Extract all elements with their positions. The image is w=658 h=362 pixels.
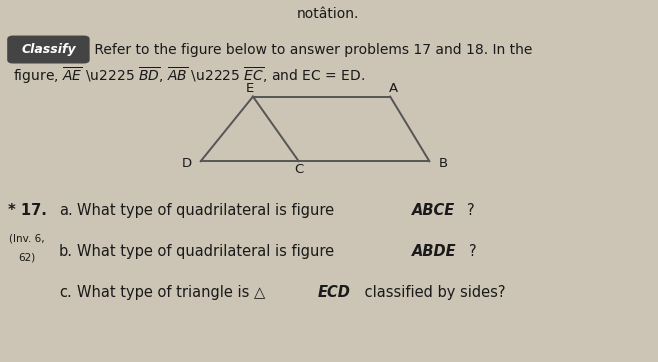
Text: B: B — [439, 156, 448, 169]
Text: 62): 62) — [18, 253, 36, 263]
FancyBboxPatch shape — [8, 36, 89, 63]
Text: ABDE: ABDE — [412, 244, 457, 259]
Text: What type of triangle is △: What type of triangle is △ — [76, 285, 265, 300]
Text: (Inv. 6,: (Inv. 6, — [9, 233, 45, 243]
Text: ECD: ECD — [318, 285, 351, 300]
Text: ?: ? — [469, 244, 477, 259]
Text: c.: c. — [59, 285, 72, 300]
Text: * 17.: * 17. — [8, 203, 47, 218]
Text: notâtion.: notâtion. — [297, 7, 359, 21]
Text: figure, $\overline{AE}$ \u2225 $\overline{BD}$, $\overline{AB}$ \u2225 $\overlin: figure, $\overline{AE}$ \u2225 $\overlin… — [13, 66, 365, 86]
Text: D: D — [181, 156, 191, 169]
Text: b.: b. — [59, 244, 73, 259]
Text: a.: a. — [59, 203, 72, 218]
Text: classified by sides?: classified by sides? — [360, 285, 505, 300]
Text: Refer to the figure below to answer problems 17 and 18. In the: Refer to the figure below to answer prob… — [90, 42, 532, 56]
Text: A: A — [389, 82, 398, 95]
Text: Classify: Classify — [21, 43, 76, 56]
Text: What type of quadrilateral is figure: What type of quadrilateral is figure — [76, 203, 338, 218]
Text: ?: ? — [467, 203, 475, 218]
Text: ABCE: ABCE — [412, 203, 455, 218]
Text: C: C — [294, 163, 303, 176]
Text: E: E — [245, 82, 254, 95]
Text: What type of quadrilateral is figure: What type of quadrilateral is figure — [76, 244, 338, 259]
